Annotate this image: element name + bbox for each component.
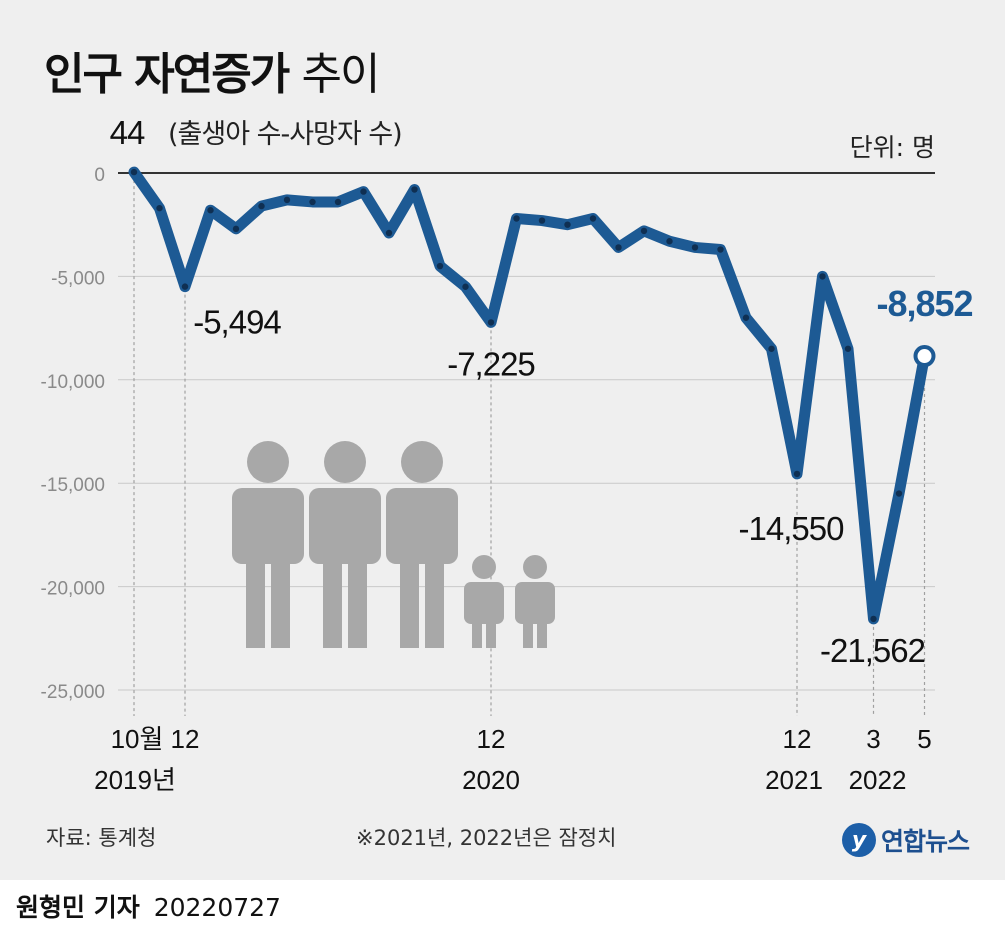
chart-panel: [0, 0, 1005, 880]
data-point: [691, 244, 699, 251]
provisional-note: ※2021년, 2022년은 잠정치: [356, 826, 617, 850]
adult-figure-1: [232, 441, 304, 648]
data-point: [768, 345, 775, 352]
year-label: 2021: [765, 765, 823, 795]
data-point: [130, 168, 138, 176]
data-point: [615, 244, 622, 251]
data-point: [538, 217, 546, 224]
x-tick-label: 12: [477, 724, 506, 754]
adult-figure-2: [309, 441, 381, 648]
x-tick-label: 12: [171, 724, 200, 754]
line-chart: 0 -5,000 -10,000 -15,000 -20,000 -25,000: [41, 114, 974, 795]
data-point: [207, 207, 214, 214]
data-point: [232, 225, 240, 233]
data-label: -21,562: [820, 632, 925, 669]
data-label: -7,225: [447, 345, 535, 382]
y-tick-label: -5,000: [51, 268, 105, 289]
data-point: [334, 198, 342, 206]
source-note: 자료: 통계청: [46, 826, 157, 850]
data-point: [819, 273, 826, 280]
data-point-latest: [913, 345, 936, 368]
data-point: [564, 221, 571, 228]
x-tick-label: 10월: [111, 724, 164, 754]
data-point: [742, 314, 750, 321]
data-point: [360, 188, 367, 195]
data-point: [283, 196, 291, 204]
data-point: [895, 490, 903, 497]
y-tick-label: -10,000: [41, 372, 105, 393]
data-point: [640, 227, 648, 235]
people-illustration: [232, 441, 555, 648]
data-point: [793, 470, 801, 478]
data-point: [870, 615, 877, 623]
data-point: [156, 204, 163, 212]
data-point: [513, 215, 520, 222]
adult-figure-3: [386, 441, 458, 648]
child-figure-2: [515, 555, 555, 648]
data-point: [436, 262, 444, 270]
data-point: [844, 345, 852, 352]
byline: 원형민 기자 20220727: [16, 888, 281, 924]
data-point: [411, 186, 418, 193]
data-point: [589, 215, 597, 222]
x-guide-lines: [133, 180, 926, 716]
yonhap-logo: y 연합뉴스: [842, 822, 970, 858]
publish-date: 20220727: [153, 893, 281, 922]
data-point: [717, 246, 724, 253]
y-tick-label: -25,000: [41, 682, 105, 703]
data-label: -5,494: [193, 304, 281, 341]
y-tick-label: -15,000: [41, 475, 105, 496]
data-point: [666, 238, 673, 245]
data-label: 44: [110, 114, 145, 151]
x-tick-label: 12: [783, 724, 812, 754]
data-labels: 44 -5,494 -7,225 -14,550 -21,562 -8,852: [110, 114, 974, 669]
x-tick-label: 3: [866, 724, 880, 754]
data-points: [130, 168, 936, 623]
y-tick-label: -20,000: [41, 579, 105, 600]
data-point: [385, 229, 393, 237]
data-point: [487, 319, 495, 326]
data-point: [181, 283, 189, 290]
year-label: 2022: [849, 765, 907, 795]
unit-label: 단위: 명: [849, 133, 935, 162]
data-point: [462, 283, 469, 290]
data-point: [258, 202, 265, 210]
yonhap-logo-icon: y: [842, 823, 876, 857]
child-figure-1: [464, 555, 504, 648]
chart-title: 인구 자연증가 추이: [44, 38, 381, 102]
data-point: [309, 198, 316, 206]
y-tick-label: 0: [94, 165, 105, 186]
data-label: -8,852: [876, 283, 972, 324]
title-regular: 추이: [301, 49, 381, 100]
year-label: 2020: [462, 765, 520, 795]
year-label: 2019년: [94, 765, 176, 795]
title-bold: 인구 자연증가: [44, 49, 290, 100]
reporter-name: 원형민 기자: [16, 893, 140, 922]
data-label: -14,550: [739, 510, 845, 547]
logo-text: 연합뉴스: [881, 827, 970, 856]
x-tick-label: 5: [917, 724, 931, 754]
y-axis-ticks: 0 -5,000 -10,000 -15,000 -20,000 -25,000: [41, 165, 105, 703]
chart-subtitle: (출생아 수-사망자 수): [168, 119, 403, 150]
series-line: [128, 166, 930, 625]
